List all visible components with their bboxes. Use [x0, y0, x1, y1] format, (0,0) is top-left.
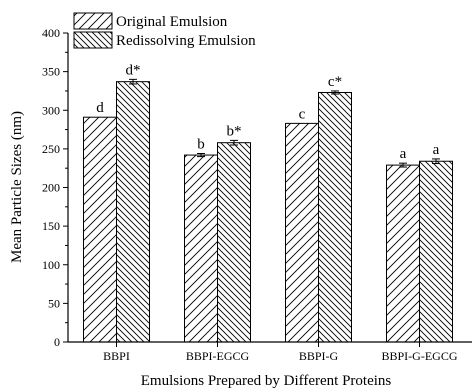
- y-tick-label: 300: [42, 103, 60, 117]
- y-tick-label: 100: [42, 258, 60, 272]
- bar: [419, 160, 453, 343]
- bar: [285, 122, 319, 343]
- bars: d d* b b* c c* a a: [83, 62, 453, 343]
- legend-swatch: [73, 12, 113, 30]
- data-label: d*: [126, 62, 141, 78]
- y-axis: 0 50 100 150 200 250 300 350 400: [42, 26, 69, 349]
- bar: [217, 142, 251, 343]
- y-tick-label: 150: [42, 219, 60, 233]
- legend-label: Redissolving Emulsion: [116, 33, 256, 49]
- bar: [83, 116, 117, 343]
- x-tick-label: BBPI-G: [299, 349, 339, 363]
- data-label: c*: [328, 74, 342, 90]
- data-label: d: [96, 100, 104, 116]
- data-label: c: [299, 106, 306, 122]
- data-label: a: [433, 142, 440, 158]
- x-tick-label: BBPI-G-EGCG: [381, 349, 457, 363]
- x-tick-label: BBPI: [103, 349, 130, 363]
- y-tick-label: 250: [42, 142, 60, 156]
- legend-label: Original Emulsion: [116, 14, 228, 30]
- x-axis-title: Emulsions Prepared by Different Proteins: [141, 373, 392, 389]
- legend: Original Emulsion Redissolving Emulsion: [73, 12, 256, 49]
- y-tick-label: 350: [42, 65, 60, 79]
- y-tick-label: 400: [42, 26, 60, 40]
- x-tick-label: BBPI-EGCG: [186, 349, 250, 363]
- y-tick-label: 50: [48, 296, 60, 310]
- bar: [116, 81, 150, 343]
- x-axis: BBPI BBPI-EGCG BBPI-G BBPI-G-EGCG: [68, 341, 472, 363]
- y-axis-title: Mean Particle Sizes (nm): [9, 111, 25, 263]
- y-tick-label: 200: [42, 181, 60, 195]
- legend-swatch: [73, 31, 113, 49]
- bar: [184, 154, 218, 343]
- bar: [318, 91, 352, 343]
- bar: [386, 164, 420, 343]
- data-label: a: [400, 146, 407, 162]
- data-label: b: [197, 137, 205, 153]
- y-tick-label: 0: [54, 335, 60, 349]
- data-label: b*: [227, 123, 242, 139]
